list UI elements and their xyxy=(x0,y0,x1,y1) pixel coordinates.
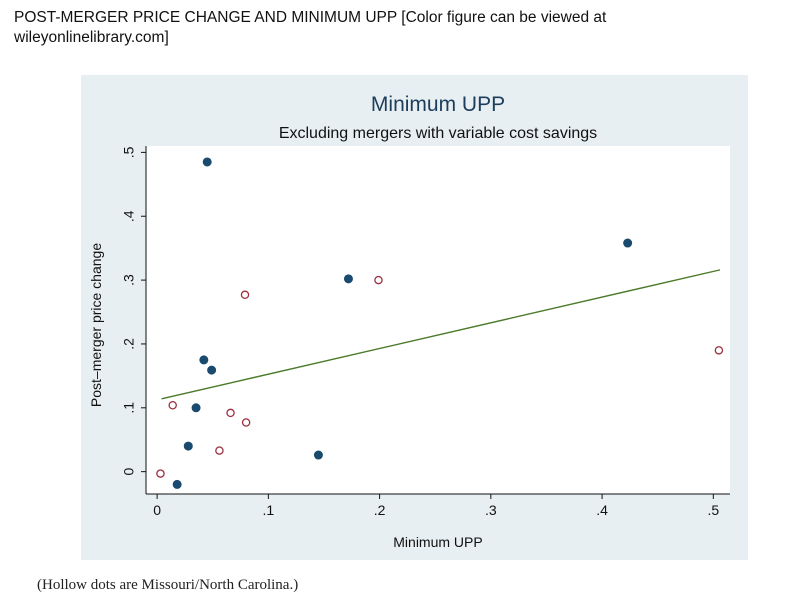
figure-caption-title: POST-MERGER PRICE CHANGE AND MINIMUM UPP… xyxy=(14,9,607,46)
hollow-point xyxy=(226,408,235,418)
hollow-point xyxy=(168,400,177,410)
filled-point xyxy=(202,157,212,167)
y-axis-title: Post–merger price change xyxy=(88,243,104,407)
filled-point xyxy=(207,365,217,375)
filled-point xyxy=(343,274,353,284)
filled-point xyxy=(623,238,633,248)
y-tick-label: .5 xyxy=(121,146,137,158)
hollow-point xyxy=(714,346,724,355)
hollow-point xyxy=(241,418,251,427)
x-tick-label: .3 xyxy=(485,502,497,518)
filled-point xyxy=(313,450,323,460)
y-tick-label: .3 xyxy=(121,274,137,286)
filled-point xyxy=(172,479,182,489)
fit-line-layer xyxy=(161,269,721,400)
axes: 0 .1 .2 .3 .4 .5 0 .1 .2 .3 .4 .5 xyxy=(121,146,730,518)
hollow-point xyxy=(374,275,383,285)
x-tick-label: .5 xyxy=(707,502,719,518)
y-tick-label: .1 xyxy=(121,402,137,414)
chart-subtitle: Excluding mergers with variable cost sav… xyxy=(279,125,597,142)
x-tick-label: .2 xyxy=(374,502,386,518)
points-layer xyxy=(156,157,724,489)
x-tick-label: .1 xyxy=(263,502,275,518)
fit-line xyxy=(161,269,721,400)
chart-title: Minimum UPP xyxy=(371,93,505,116)
hollow-point xyxy=(215,446,224,455)
chart-panel: Minimum UPP Excluding mergers with varia… xyxy=(81,75,748,560)
y-tick-label: .4 xyxy=(121,210,137,222)
y-tick-label: 0 xyxy=(121,468,137,476)
x-tick-label: .4 xyxy=(596,502,608,518)
hollow-point xyxy=(240,290,250,300)
hollow-point xyxy=(156,469,165,478)
x-axis-title: Minimum UPP xyxy=(393,534,482,550)
y-tick-label: .2 xyxy=(121,338,137,350)
plot-area xyxy=(146,146,730,494)
filled-point xyxy=(199,355,209,365)
filled-point xyxy=(191,403,201,413)
filled-point xyxy=(183,441,193,451)
figure-footnote: (Hollow dots are Missouri/North Carolina… xyxy=(37,577,299,593)
x-tick-label: 0 xyxy=(153,502,161,518)
scatter-chart: Minimum UPP Excluding mergers with varia… xyxy=(88,93,730,550)
